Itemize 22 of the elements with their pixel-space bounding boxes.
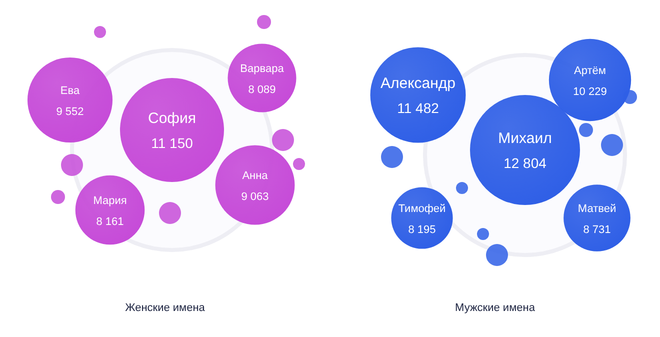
data-label: 8 161 [96,216,124,228]
data-label: 11 150 [151,135,194,151]
data-label: 9 063 [241,191,269,203]
data-label: 8 195 [408,224,436,236]
category-label: Михаил [498,130,552,147]
data-label: 9 552 [56,106,84,118]
category-label: Александр [380,75,456,92]
category-label: Ева [60,85,80,97]
data-label: 11 482 [397,100,440,116]
category-label: Тимофей [398,203,446,215]
category-label: Анна [242,170,269,182]
category-label: София [148,110,196,127]
category-label: Мария [93,195,127,207]
text: Женские имена [124,302,206,314]
data-label: 8 731 [583,224,611,236]
text: Мужские имена [454,302,536,314]
data-label: 8 089 [248,84,276,96]
data-label: 10 229 [573,86,607,98]
category-label: Варвара [240,63,285,75]
category-label: Артём [574,65,606,77]
category-label: Матвей [578,203,616,215]
data-label: 12 804 [504,155,547,171]
